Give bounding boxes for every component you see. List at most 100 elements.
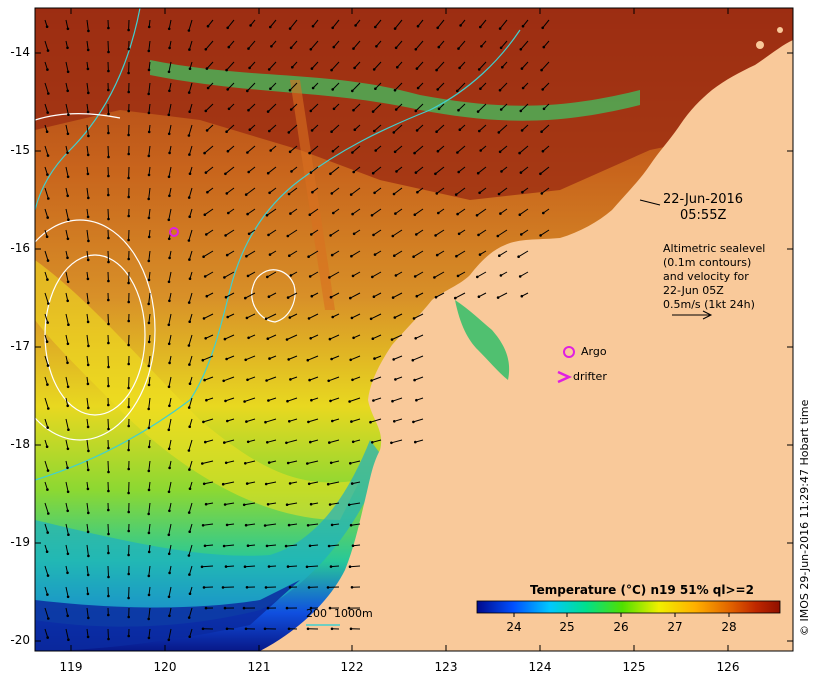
velocity-arrow-head [66,194,69,198]
velocity-arrow-head [127,596,130,600]
velocity-arrow [188,439,193,451]
velocity-arrow [86,208,89,217]
velocity-arrow-head [520,233,523,236]
velocity-arrow [107,313,109,325]
velocity-arrow-head [147,25,151,29]
velocity-arrow-head [350,254,353,258]
velocity-arrow-head [267,565,271,568]
velocity-arrow [286,439,298,444]
velocity-arrow [168,103,172,115]
velocity-arrow [310,103,319,112]
velocity-arrow [226,61,235,71]
velocity-arrow [267,166,277,174]
velocity-arrow [168,439,172,449]
velocity-arrow-head [456,212,459,216]
velocity-arrow [268,124,277,132]
velocity-arrow [415,103,424,112]
velocity-arrow-head [371,337,375,341]
velocity-arrow-head [310,233,313,236]
velocity-arrow-head [66,299,69,303]
velocity-arrow-head [415,233,418,236]
velocity-arrow-head [331,88,335,91]
velocity-arrow [414,271,424,277]
velocity-arrow-head [45,445,49,449]
velocity-arrow-head [167,447,171,451]
velocity-arrow-head [265,379,268,382]
velocity-arrow [44,607,49,619]
velocity-arrow [44,523,49,533]
velocity-arrow-head [87,449,90,453]
velocity-arrow-head [244,193,248,196]
velocity-arrow [310,334,319,339]
velocity-arrow [148,313,151,323]
island [756,41,764,49]
colorbar-tick-label: 25 [559,620,575,634]
velocity-arrow-head [289,212,292,215]
velocity-arrow-head [245,420,248,423]
velocity-arrow [44,460,49,471]
velocity-arrow-head [66,46,69,50]
velocity-arrow-head [267,233,270,237]
velocity-arrow [540,229,550,236]
velocity-arrow [65,334,69,344]
velocity-arrow-head [247,336,250,340]
velocity-arrow [188,250,193,260]
velocity-arrow-head [351,151,354,154]
velocity-arrow-head [373,191,376,195]
velocity-arrow [518,250,529,258]
king-sound-bay [455,300,510,380]
velocity-arrow [148,607,151,619]
velocity-arrow-head [225,130,228,133]
velocity-arrow-head [188,530,191,533]
velocity-arrow-head [374,25,377,29]
velocity-arrow-head [168,361,171,365]
velocity-arrow-head [46,49,50,52]
velocity-arrow [148,166,151,175]
velocity-arrow [353,166,361,173]
velocity-arrow-head [435,68,438,72]
velocity-arrow-head [46,68,49,71]
velocity-arrow-head [205,67,209,70]
velocity-arrow [328,376,340,382]
velocity-arrow [246,418,256,423]
velocity-arrow-head [187,616,191,619]
velocity-arrow [168,19,172,29]
velocity-arrow-head [519,171,523,174]
velocity-arrow [168,208,172,220]
velocity-arrow-head [66,466,69,470]
velocity-arrow-head [202,420,205,424]
velocity-arrow [44,61,48,70]
velocity-arrow-head [187,196,191,199]
velocity-arrow [350,292,361,299]
map-plot-area [35,8,793,651]
velocity-arrow-head [147,111,151,115]
velocity-arrow [519,208,529,216]
velocity-arrow [542,145,550,152]
velocity-arrow [107,208,109,220]
velocity-arrow-head [127,448,130,452]
velocity-arrow [65,103,69,115]
velocity-arrow [44,292,49,304]
velocity-arrow [44,40,49,51]
velocity-arrow [435,229,445,236]
velocity-arrow-head [226,26,229,30]
velocity-arrow-head [371,275,374,279]
velocity-arrow [351,82,361,92]
velocity-arrow-head [290,170,293,173]
longitude-tick-label: 119 [59,660,83,674]
velocity-arrow [332,145,340,152]
velocity-arrow [289,145,298,153]
velocity-arrow-head [227,45,231,49]
velocity-arrow [44,208,49,218]
velocity-arrow [107,460,109,473]
velocity-arrow-head [542,107,546,111]
velocity-arrow [289,523,298,526]
velocity-arrow [148,355,151,366]
velocity-arrow-head [329,461,333,465]
velocity-arrow [480,82,487,90]
velocity-arrow-head [147,154,151,158]
velocity-arrow-head [331,315,335,319]
velocity-arrow-head [374,87,377,90]
velocity-arrow [168,124,172,134]
velocity-arrow [65,523,69,535]
